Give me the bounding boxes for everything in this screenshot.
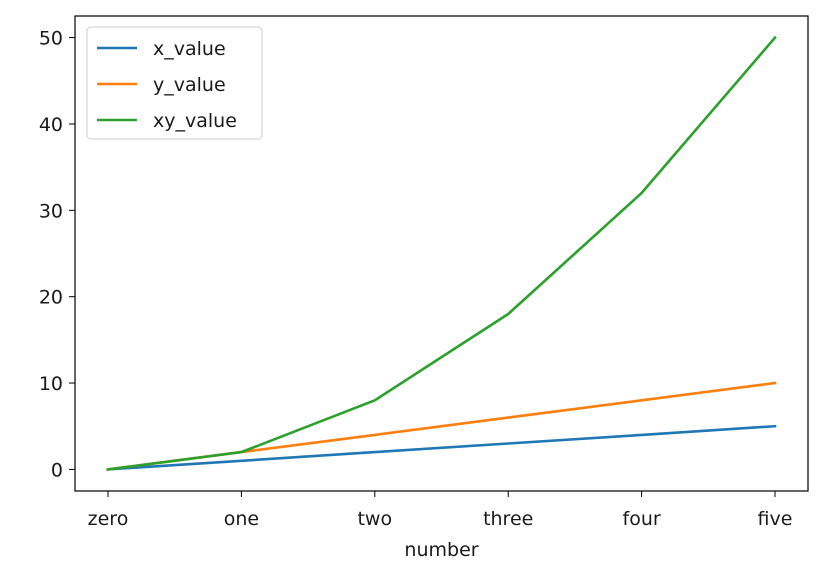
y-axis: 0 10 20 30 40 50 — [39, 28, 75, 481]
legend-box — [86, 26, 263, 140]
y-tick-label: 50 — [39, 28, 63, 50]
y-tick-label: 10 — [39, 373, 63, 395]
legend-label: y_value — [153, 74, 226, 96]
x-tick-label: one — [224, 508, 259, 530]
plot-frame — [74, 15, 809, 492]
x-axis: zero one two three four five — [88, 491, 793, 530]
y-tick-label: 30 — [39, 200, 63, 222]
legend-label: x_value — [153, 38, 226, 60]
series-line-xy-value — [106, 35, 777, 471]
series-line-x-value — [106, 424, 777, 471]
x-tick-label: four — [623, 508, 661, 530]
legend-label: xy_value — [153, 110, 237, 132]
x-tick-label: two — [357, 508, 392, 530]
x-tick-label: three — [483, 508, 533, 530]
legend: x_value y_value xy_value — [86, 26, 263, 140]
x-tick-label: five — [758, 508, 793, 530]
series-layer — [106, 35, 777, 471]
x-axis-label: number — [404, 539, 478, 561]
y-tick-label: 0 — [51, 459, 63, 481]
y-tick-label: 20 — [39, 287, 63, 309]
x-tick-label: zero — [88, 508, 129, 530]
y-tick-label: 40 — [39, 114, 63, 136]
